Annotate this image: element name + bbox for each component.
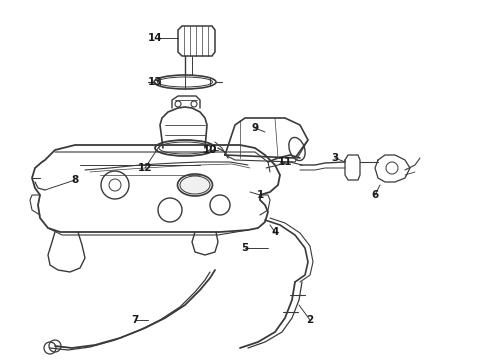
Text: 14: 14 <box>147 33 162 43</box>
Ellipse shape <box>177 174 213 196</box>
Text: 7: 7 <box>131 315 139 325</box>
Text: 1: 1 <box>256 190 264 200</box>
Text: 2: 2 <box>306 315 314 325</box>
Text: 10: 10 <box>203 145 217 155</box>
Text: 4: 4 <box>271 227 279 237</box>
Text: 5: 5 <box>242 243 248 253</box>
Text: 13: 13 <box>148 77 162 87</box>
Text: 3: 3 <box>331 153 339 163</box>
Text: 11: 11 <box>278 157 292 167</box>
Text: 6: 6 <box>371 190 379 200</box>
Text: 12: 12 <box>138 163 152 173</box>
Text: 8: 8 <box>72 175 78 185</box>
Text: 9: 9 <box>251 123 259 133</box>
